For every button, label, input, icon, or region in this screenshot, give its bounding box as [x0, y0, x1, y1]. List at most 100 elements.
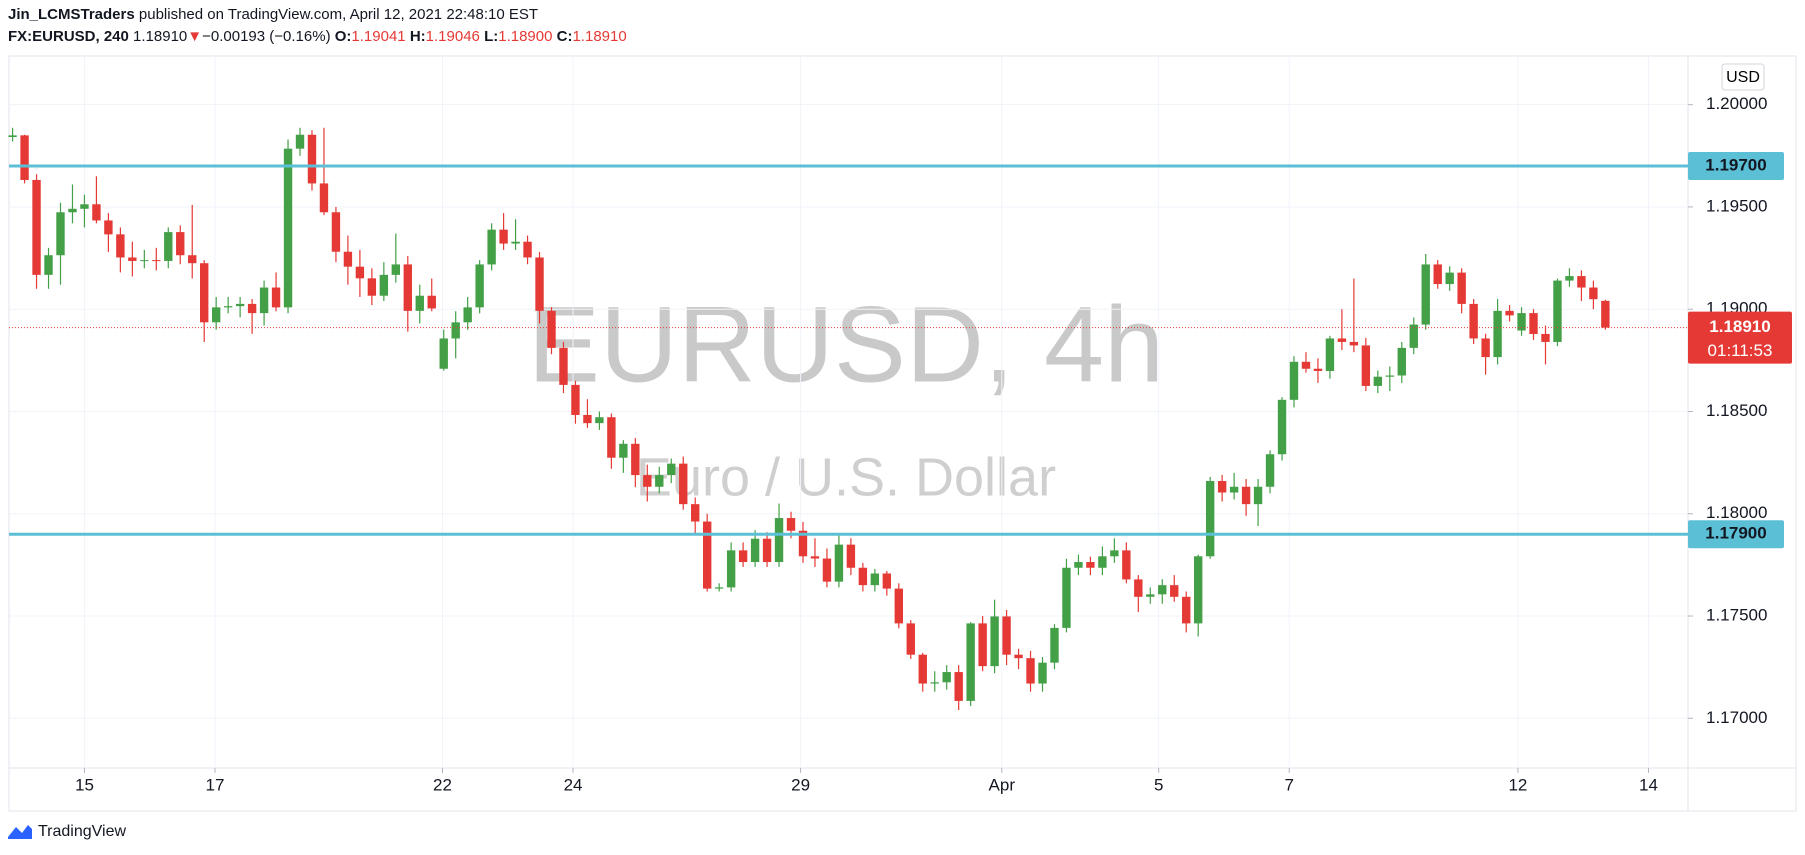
candle-body	[68, 208, 77, 213]
candle-body	[1301, 361, 1311, 369]
x-tick-label: 7	[1284, 775, 1293, 794]
y-tick-label: 1.18000	[1706, 503, 1767, 522]
x-tick-label: 29	[791, 775, 810, 794]
candle-body	[714, 587, 724, 589]
candle-body	[1217, 481, 1227, 493]
candle-body	[655, 475, 664, 487]
high-label: H:	[409, 28, 426, 45]
candle-body	[1014, 654, 1023, 659]
candle-body	[1110, 550, 1119, 557]
candle-body	[810, 556, 820, 559]
x-tick-label: 17	[206, 775, 225, 794]
candle-body	[1086, 562, 1095, 568]
arrow: ▼	[187, 28, 203, 45]
candle-body	[1409, 324, 1418, 348]
candle-body	[798, 530, 808, 557]
candle-body	[223, 306, 233, 308]
x-tick-label: 22	[433, 775, 452, 794]
header-line: FX:EURUSD, 240 1.18910▼−0.00193 (−0.16%)…	[8, 26, 627, 48]
candle-body	[1445, 272, 1454, 285]
candle-body	[379, 274, 389, 296]
candle-body	[1493, 310, 1502, 358]
candle-body	[487, 229, 496, 265]
candle-body	[439, 338, 448, 369]
candle-body	[595, 417, 604, 424]
candle-body	[1205, 481, 1215, 557]
low-label: L:	[484, 28, 499, 45]
chart-frame	[8, 55, 1797, 812]
candle-body	[1577, 276, 1586, 288]
candle-body	[1253, 486, 1263, 505]
published: published on TradingView.com, April 12, …	[138, 6, 539, 23]
candle-body	[1002, 616, 1011, 655]
candle-body	[44, 255, 53, 275]
candle-body	[1038, 662, 1047, 684]
candle-body	[188, 255, 197, 264]
candle-body	[1325, 338, 1335, 371]
close: 1.18910	[572, 28, 627, 45]
candle-body	[583, 414, 592, 424]
candle-body	[367, 278, 377, 296]
candle-body	[415, 295, 424, 311]
candle-body	[858, 567, 868, 586]
currency[interactable]: USD	[1726, 69, 1760, 86]
watermark-subtitle: Euro / U.S. Dollar	[636, 447, 1056, 507]
candle-body	[104, 220, 113, 235]
candle-body	[738, 550, 748, 563]
candle-body	[200, 263, 209, 323]
x-tick-label: Apr	[989, 775, 1016, 794]
candle-body	[1074, 562, 1083, 568]
candle-body	[607, 417, 616, 458]
candle-body	[1601, 300, 1610, 328]
currency-button[interactable]	[1721, 63, 1765, 91]
candle-body	[319, 183, 329, 213]
candle-body	[1026, 658, 1035, 684]
candle-body	[1289, 361, 1299, 400]
last-price-label: 1.18910	[1709, 317, 1770, 336]
candle-body	[259, 287, 269, 314]
candle-body	[942, 672, 951, 683]
candle-body	[307, 134, 317, 184]
y-tick-label: 1.19500	[1706, 196, 1767, 215]
candle-body	[211, 307, 221, 323]
candle-body	[954, 672, 963, 701]
candle-body	[1361, 345, 1371, 386]
countdown: 01:11:53	[1708, 341, 1773, 360]
level-label: 1.17900	[1705, 524, 1766, 543]
x-tick-label: 5	[1154, 775, 1163, 794]
candle-body	[1397, 347, 1406, 376]
candle-body	[846, 544, 856, 568]
candle-body	[774, 518, 784, 563]
candle-body	[355, 266, 365, 279]
candle-body	[1421, 264, 1430, 325]
candle-body	[475, 264, 484, 308]
last: 1.18910	[133, 28, 188, 45]
candle-body	[1337, 338, 1347, 342]
candle-body	[1553, 280, 1562, 342]
candle-body	[750, 538, 760, 563]
candle-body	[463, 307, 472, 323]
open-label: O:	[334, 28, 352, 45]
candle-body	[1050, 627, 1059, 663]
y-tick-label: 1.18500	[1706, 401, 1767, 420]
candle-body	[391, 264, 401, 275]
candle-body	[571, 384, 580, 415]
candle-body	[978, 623, 987, 667]
candle-body	[726, 550, 736, 588]
candle-body	[1541, 333, 1550, 342]
candle-body	[930, 682, 939, 684]
candle-body	[918, 654, 927, 684]
candle-body	[1265, 454, 1275, 487]
level-label: 1.19700	[1705, 156, 1766, 175]
candle-body	[499, 229, 508, 244]
candle-body	[511, 241, 520, 244]
candle-body	[80, 204, 89, 209]
candle-body	[1589, 287, 1598, 300]
candle-body	[295, 134, 305, 149]
candle-body	[331, 212, 341, 252]
author[interactable]: Jin_LCMSTraders	[8, 6, 135, 23]
watermark-title: EURUSD, 4h	[528, 284, 1164, 405]
candle-body	[8, 135, 17, 137]
candle-body	[32, 179, 41, 275]
